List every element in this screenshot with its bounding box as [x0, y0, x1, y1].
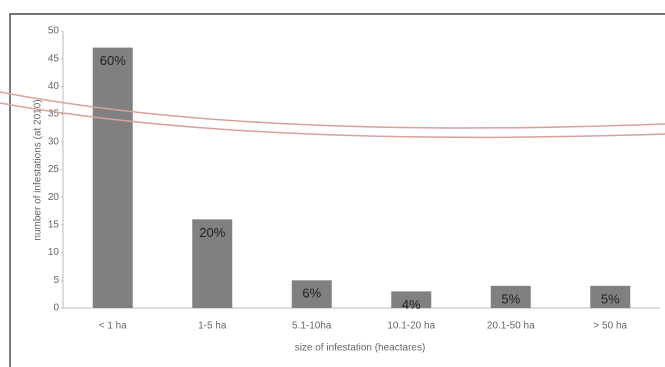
- data-label: 60%: [100, 53, 126, 68]
- bar: [192, 219, 233, 308]
- data-label: 6%: [302, 286, 321, 301]
- y-tick-label: 40: [48, 81, 60, 92]
- x-tick-label: 5.1-10ha: [292, 321, 332, 332]
- x-tick-label: 20.1-50 ha: [487, 321, 535, 332]
- x-axis-label: size of infestation (heactares): [295, 343, 426, 354]
- y-axis-label: number of infestations (at 2010): [33, 99, 44, 240]
- y-tick-label: 25: [48, 164, 60, 175]
- x-tick-label: 1-5 ha: [198, 321, 227, 332]
- x-tick-label: < 1 ha: [99, 321, 128, 332]
- x-tick-label: 10.1-20 ha: [387, 321, 435, 332]
- y-tick-label: 35: [48, 109, 60, 120]
- bar: [291, 280, 332, 308]
- data-label: 20%: [199, 225, 225, 240]
- y-tick-label: 5: [53, 275, 59, 286]
- overlay-curve: [0, 91, 665, 129]
- bar: [391, 291, 432, 308]
- y-tick-label: 15: [48, 220, 60, 231]
- y-tick-label: 30: [48, 136, 60, 147]
- y-tick-label: 20: [48, 192, 60, 203]
- bar: [490, 285, 531, 308]
- data-label: 5%: [501, 291, 520, 306]
- bar: [92, 47, 133, 309]
- x-tick-label: > 50 ha: [593, 321, 627, 332]
- y-tick-label: 0: [53, 303, 59, 314]
- overlay-curve: [0, 102, 665, 139]
- y-tick-label: 50: [48, 26, 60, 37]
- y-tick-label: 45: [48, 53, 60, 64]
- y-tick-label: 10: [48, 247, 60, 258]
- data-label: 4%: [402, 297, 421, 312]
- frame: [9, 13, 665, 367]
- bar: [590, 285, 631, 308]
- data-label: 5%: [601, 291, 620, 306]
